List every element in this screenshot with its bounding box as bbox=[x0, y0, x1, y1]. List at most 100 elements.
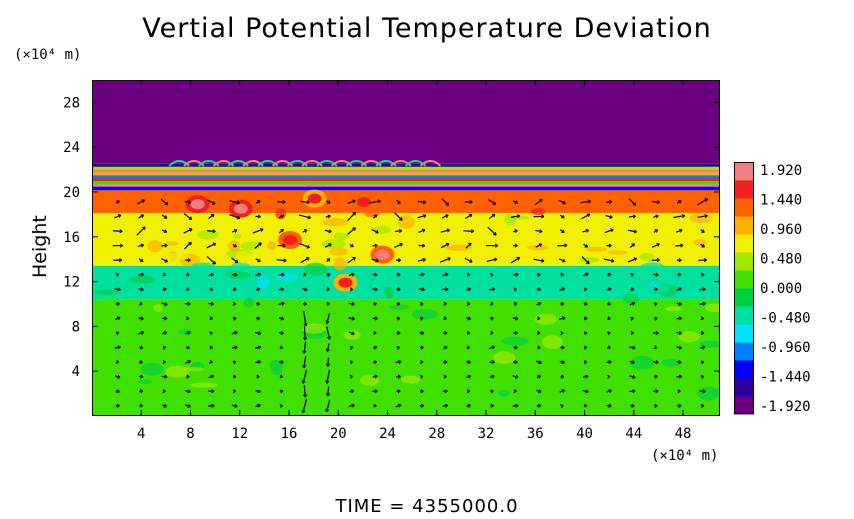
vector-arrow-head bbox=[233, 287, 237, 292]
x-tick-label: 32 bbox=[478, 426, 495, 442]
vector-arrow-head bbox=[140, 330, 145, 335]
vector-arrow-head bbox=[446, 228, 450, 233]
vector-arrow-head bbox=[654, 316, 658, 321]
field-texture bbox=[296, 279, 322, 290]
vector-arrow-head bbox=[608, 287, 612, 292]
colorbar-tick-label: 0.480 bbox=[760, 252, 802, 268]
vector-arrow-head bbox=[164, 302, 168, 307]
vector-arrow bbox=[697, 198, 708, 206]
vector-arrow-head bbox=[514, 360, 518, 365]
vector-arrow-head bbox=[232, 389, 237, 394]
vector-arrow-head bbox=[211, 201, 216, 205]
vector-arrow-head bbox=[583, 403, 588, 408]
vector-arrow bbox=[278, 302, 285, 306]
vector-arrow-head bbox=[562, 316, 566, 321]
vector-arrow-head bbox=[586, 213, 591, 218]
field-texture bbox=[705, 303, 719, 313]
vector-arrow-head bbox=[188, 216, 193, 220]
vector-arrow-head bbox=[187, 301, 191, 306]
vector-arrow-head bbox=[656, 243, 660, 247]
vector-arrow-head bbox=[257, 200, 261, 204]
field-texture bbox=[662, 358, 681, 367]
vector-arrow-head bbox=[396, 316, 401, 321]
vector-arrow bbox=[348, 317, 355, 320]
vector-arrow bbox=[371, 228, 379, 234]
field-texture bbox=[140, 362, 164, 376]
vector-arrow-head bbox=[279, 389, 284, 394]
field-texture bbox=[680, 374, 691, 381]
vector-arrow-head bbox=[632, 214, 636, 219]
interface-ripple bbox=[212, 159, 235, 167]
vector-arrow-head bbox=[420, 374, 424, 379]
interface-ripple bbox=[345, 159, 368, 167]
vector-arrow bbox=[183, 213, 193, 220]
field-texture bbox=[301, 323, 327, 334]
vector-arrow-head bbox=[303, 301, 308, 306]
interface-ripple bbox=[331, 159, 353, 167]
field-texture bbox=[640, 262, 664, 271]
vector-arrow-head bbox=[257, 258, 261, 263]
vector-arrow bbox=[627, 257, 637, 263]
vector-arrow-head bbox=[678, 258, 682, 263]
vector-arrow bbox=[673, 214, 685, 219]
interface-ripple bbox=[404, 159, 427, 167]
vector-arrow bbox=[603, 258, 615, 262]
vector-arrow-head bbox=[349, 287, 353, 292]
vector-arrow-head bbox=[139, 301, 143, 306]
vector-arrow-head bbox=[584, 301, 588, 306]
vector-arrow-head bbox=[256, 374, 260, 379]
vector-arrow-head bbox=[537, 345, 541, 350]
colorbar-tick-label: -1.920 bbox=[760, 399, 811, 415]
vector-arrow-head bbox=[701, 403, 705, 408]
vector-arrow-head bbox=[653, 345, 658, 350]
vector-arrow-head bbox=[326, 363, 331, 367]
vector-arrow-head bbox=[632, 389, 636, 394]
field-texture bbox=[489, 337, 500, 350]
interface-band bbox=[93, 181, 719, 185]
interface-ripple bbox=[286, 159, 309, 167]
y-tick-label: 8 bbox=[72, 319, 80, 335]
vector-arrow-head bbox=[678, 200, 682, 204]
vector-arrow-head bbox=[233, 374, 237, 379]
vector-arrow-head bbox=[608, 403, 612, 408]
field-texture bbox=[530, 207, 546, 216]
vector-arrow bbox=[487, 226, 497, 236]
vector-arrow-head bbox=[447, 257, 451, 261]
hotspot-1 bbox=[233, 203, 248, 214]
vector-arrow-head bbox=[256, 316, 261, 321]
vector-arrow-head bbox=[139, 359, 143, 364]
colorbar-frame bbox=[734, 162, 754, 414]
vector-arrow-head bbox=[163, 215, 168, 219]
vector-arrow bbox=[699, 390, 706, 393]
vector-arrow-head bbox=[446, 242, 450, 247]
vector-arrow-head bbox=[631, 287, 635, 292]
vector-arrow bbox=[629, 215, 636, 218]
vector-arrow-head bbox=[654, 403, 658, 408]
vector-arrow-head bbox=[607, 301, 611, 306]
field-texture bbox=[93, 327, 107, 342]
vector-arrow-head bbox=[232, 360, 237, 365]
field-texture bbox=[665, 306, 683, 312]
vector-arrow-head bbox=[350, 389, 355, 394]
vector-arrow-head bbox=[445, 202, 450, 206]
vector-arrow-head bbox=[490, 403, 494, 408]
vector-arrow-head bbox=[537, 374, 541, 379]
vector-arrow-head bbox=[352, 256, 356, 261]
vector-arrow-head bbox=[583, 287, 588, 292]
vector-arrow-head bbox=[421, 272, 425, 277]
vector-arrow-head bbox=[421, 287, 425, 292]
vector-arrow-head bbox=[466, 345, 471, 350]
vector-arrow-head bbox=[280, 287, 284, 292]
vector-arrow-head bbox=[585, 228, 589, 233]
vector-arrow-head bbox=[257, 403, 261, 408]
interface-band bbox=[93, 175, 719, 179]
vector-arrow-head bbox=[396, 301, 401, 306]
vector-arrow-head bbox=[420, 301, 424, 306]
vector-arrow-head bbox=[234, 345, 238, 350]
vector-arrow-head bbox=[654, 374, 658, 379]
vector-arrow-head bbox=[541, 214, 545, 219]
field-texture bbox=[678, 331, 700, 343]
vector-arrow-head bbox=[560, 331, 564, 336]
field-texture bbox=[388, 304, 410, 310]
vector-arrow-head bbox=[607, 331, 611, 336]
